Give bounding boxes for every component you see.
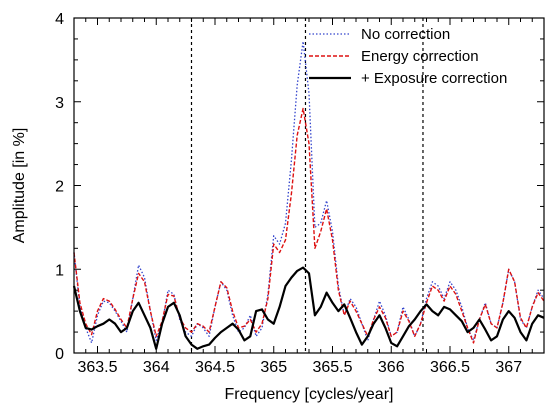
y-tick-labels: 0 1 2 3 4	[55, 11, 64, 363]
y-tick-label: 1	[55, 262, 64, 279]
x-tick-label: 366	[378, 359, 405, 376]
x-tick-label: 363.5	[77, 359, 117, 376]
series-lines	[72, 40, 545, 350]
x-tick-label: 364	[143, 359, 170, 376]
vertical-reference-lines	[190, 18, 424, 353]
y-axis-title: Amplitude [in %]	[11, 128, 28, 244]
x-axis-title: Frequency [cycles/year]	[225, 386, 394, 403]
x-tick-labels: 363.5 364 364.5 365 365.5 366 366.5 367	[77, 359, 522, 376]
series-line-3	[72, 266, 545, 350]
y-tick-label: 3	[55, 95, 64, 112]
x-tick-label: 365.5	[312, 359, 352, 376]
legend-label-2: Energy correction	[361, 48, 479, 65]
x-tick-label: 367	[495, 359, 522, 376]
x-tick-label: 365	[260, 359, 287, 376]
axis-ticks	[73, 17, 545, 354]
plot-frame	[73, 17, 545, 354]
legend: No correction Energy correction + Exposure…	[309, 26, 507, 87]
legend-label-3: + Exposure correction	[361, 70, 507, 87]
x-tick-label: 364.5	[195, 359, 235, 376]
y-tick-label: 0	[55, 346, 64, 363]
y-tick-label: 2	[55, 179, 64, 196]
legend-label-1: No correction	[361, 26, 450, 43]
x-tick-label: 366.5	[430, 359, 470, 376]
y-tick-label: 4	[55, 11, 64, 28]
series-line-2	[73, 107, 545, 344]
